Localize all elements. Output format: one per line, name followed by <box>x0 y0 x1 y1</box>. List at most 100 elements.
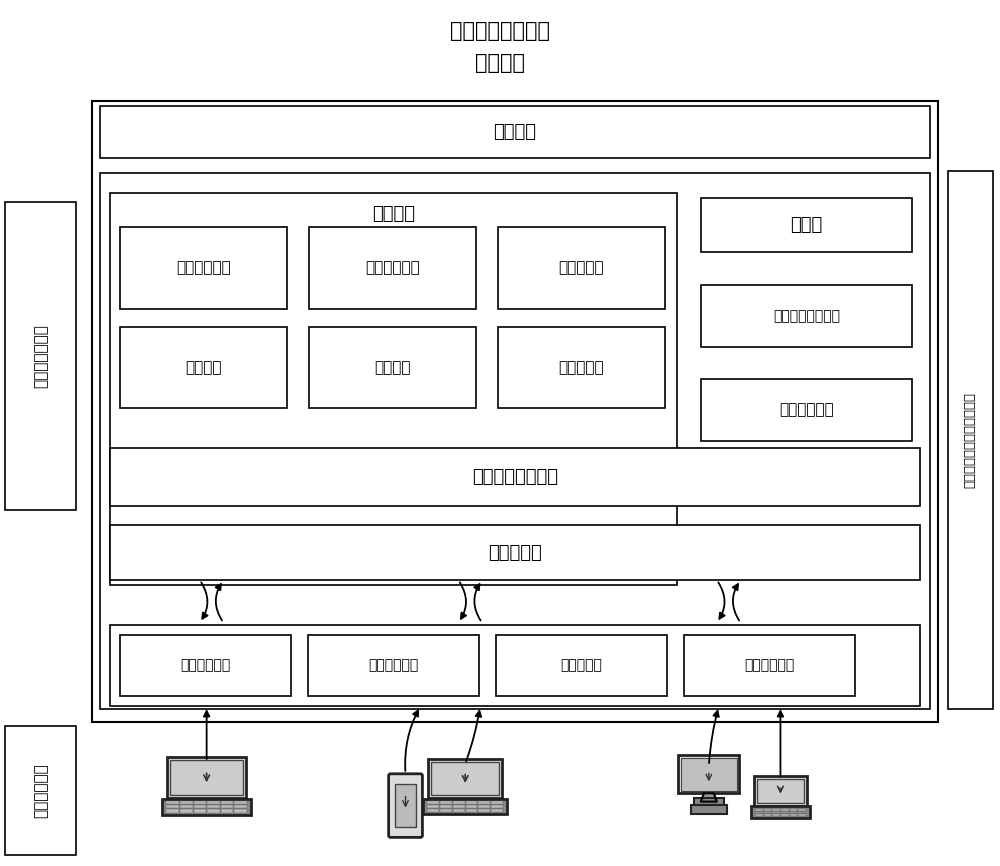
Text: 数据库交互: 数据库交互 <box>559 360 604 375</box>
Bar <box>110 624 920 707</box>
Bar <box>772 814 780 816</box>
Text: 逻辑架构: 逻辑架构 <box>475 54 525 74</box>
Text: 日志管理: 日志管理 <box>374 360 411 375</box>
Bar <box>180 805 193 808</box>
Bar <box>5 203 76 510</box>
Bar <box>427 805 439 808</box>
Bar <box>207 805 220 808</box>
Bar <box>781 811 789 813</box>
Text: 用户管理模块: 用户管理模块 <box>176 261 231 275</box>
Bar <box>772 811 780 813</box>
Bar <box>194 801 206 805</box>
FancyBboxPatch shape <box>691 805 727 814</box>
Text: 用户应用: 用户应用 <box>493 123 536 141</box>
Bar <box>466 801 477 805</box>
Bar <box>110 192 677 585</box>
Text: 协议安全模块: 协议安全模块 <box>744 658 795 673</box>
Bar <box>491 809 503 812</box>
Bar <box>684 635 855 696</box>
Text: 业务解析模块: 业务解析模块 <box>779 403 834 417</box>
FancyBboxPatch shape <box>389 774 422 837</box>
Text: 业务库: 业务库 <box>790 216 822 234</box>
Bar <box>110 526 920 580</box>
FancyBboxPatch shape <box>431 762 499 795</box>
Bar <box>478 805 490 808</box>
FancyBboxPatch shape <box>694 798 724 805</box>
Bar <box>234 805 247 808</box>
Bar <box>5 726 76 856</box>
Bar <box>207 801 220 805</box>
Bar <box>440 801 452 805</box>
Bar <box>427 809 439 812</box>
Bar <box>221 805 233 808</box>
Bar <box>798 809 806 811</box>
Bar <box>453 809 465 812</box>
Bar <box>180 801 193 805</box>
FancyArrowPatch shape <box>474 584 481 620</box>
Bar <box>120 326 287 408</box>
FancyBboxPatch shape <box>167 757 246 798</box>
Bar <box>466 809 477 812</box>
FancyBboxPatch shape <box>423 798 507 815</box>
Bar <box>234 810 247 812</box>
FancyArrowPatch shape <box>718 582 725 618</box>
Bar <box>309 326 476 408</box>
FancyBboxPatch shape <box>395 784 416 827</box>
Text: 物联网自管理平台: 物联网自管理平台 <box>450 21 550 41</box>
Text: 业务描述支持模块: 业务描述支持模块 <box>773 309 840 323</box>
Bar <box>491 805 503 808</box>
Bar <box>308 635 479 696</box>
FancyArrowPatch shape <box>216 584 222 620</box>
Text: 异常管理: 异常管理 <box>185 360 222 375</box>
FancyBboxPatch shape <box>428 759 502 798</box>
FancyBboxPatch shape <box>678 755 739 793</box>
Bar <box>221 801 233 805</box>
Bar <box>234 801 247 805</box>
Bar <box>120 635 291 696</box>
Bar <box>309 228 476 309</box>
FancyArrowPatch shape <box>733 584 739 620</box>
FancyArrowPatch shape <box>778 711 783 776</box>
Bar <box>194 810 206 812</box>
FancyBboxPatch shape <box>757 779 804 803</box>
Bar <box>790 814 797 816</box>
Text: 编解码模块: 编解码模块 <box>561 658 602 673</box>
Bar <box>701 285 912 346</box>
Bar <box>781 809 789 811</box>
Text: 通信层接口: 通信层接口 <box>488 544 542 562</box>
Bar <box>453 805 465 808</box>
FancyBboxPatch shape <box>162 798 251 815</box>
Bar <box>764 809 771 811</box>
Text: 线程池管理: 线程池管理 <box>559 261 604 275</box>
FancyArrowPatch shape <box>709 711 719 763</box>
Bar <box>781 814 789 816</box>
Bar <box>772 809 780 811</box>
Bar <box>466 805 477 808</box>
FancyArrowPatch shape <box>466 711 481 761</box>
Text: 协议解析模块: 协议解析模块 <box>368 658 419 673</box>
Bar <box>440 805 452 808</box>
Bar <box>194 805 206 808</box>
Bar <box>166 810 179 812</box>
Bar <box>207 810 220 812</box>
Bar <box>798 814 806 816</box>
FancyArrowPatch shape <box>405 710 418 771</box>
Text: 消息队列管理模块: 消息队列管理模块 <box>472 468 558 486</box>
Bar <box>755 811 763 813</box>
Bar <box>478 801 490 805</box>
Bar <box>100 107 930 158</box>
Bar <box>790 811 797 813</box>
Bar <box>453 801 465 805</box>
Bar <box>166 801 179 805</box>
FancyBboxPatch shape <box>751 806 810 818</box>
Bar <box>440 809 452 812</box>
Bar <box>496 635 667 696</box>
Bar <box>755 809 763 811</box>
Text: 系统服务: 系统服务 <box>372 205 415 223</box>
Bar <box>100 172 930 709</box>
Bar <box>948 171 993 709</box>
Bar <box>498 326 665 408</box>
FancyBboxPatch shape <box>754 776 807 806</box>
Bar <box>755 814 763 816</box>
FancyArrowPatch shape <box>460 582 466 618</box>
